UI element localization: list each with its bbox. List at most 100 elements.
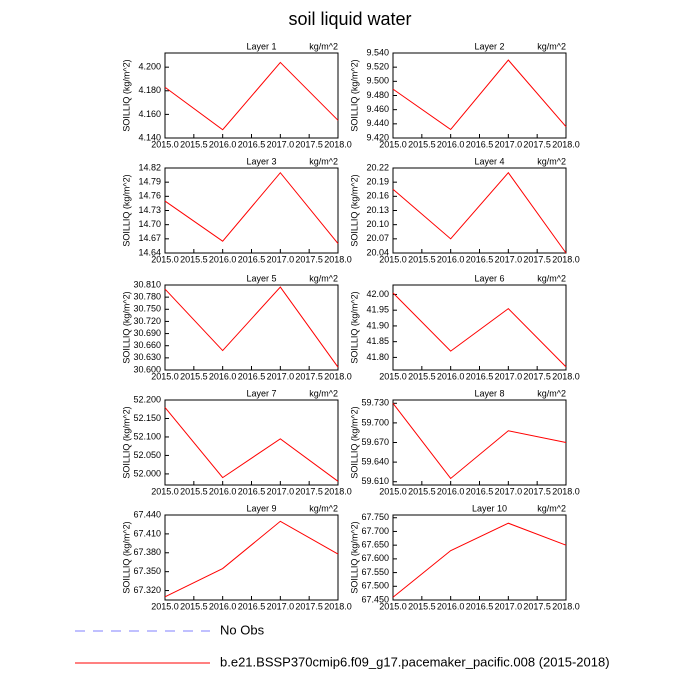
plot-frame [164,514,339,601]
x-tick-label: 2015.5 [180,139,208,149]
plot-frame [392,284,567,371]
y-tick-label: 30.660 [133,340,161,350]
y-axis-label: SOILLIQ (kg/m^2) [349,59,359,131]
x-tick-label: 2016.5 [466,371,494,381]
units-label: kg/m^2 [537,156,566,166]
x-tick-label: 2017.5 [295,371,323,381]
y-tick-label: 41.90 [366,320,389,330]
x-tick-label: 2015.0 [151,371,179,381]
y-tick-label: 4.160 [138,109,161,119]
y-tick-label: 30.750 [133,304,161,314]
x-tick-label: 2016.0 [209,371,237,381]
y-tick-label: 20.22 [366,162,389,172]
x-tick-label: 2016.5 [238,371,266,381]
x-tick-label: 2018.0 [552,254,580,264]
y-tick-label: 52.150 [133,413,161,423]
x-tick-label: 2017.5 [295,139,323,149]
x-tick-label: 2016.0 [209,254,237,264]
data-line [392,292,567,368]
y-tick-label: 41.85 [366,336,389,346]
x-tick-label: 2016.5 [238,486,266,496]
y-axis-label: SOILLIQ (kg/m^2) [121,59,131,131]
y-axis-label: SOILLIQ (kg/m^2) [349,521,359,593]
x-tick-label: 2016.5 [238,254,266,264]
y-tick-label: 20.19 [366,177,389,187]
x-tick-label: 2015.5 [408,371,436,381]
y-tick-label: 42.00 [366,289,389,299]
y-tick-label: 30.810 [133,279,161,289]
y-tick-label: 9.480 [366,90,389,100]
y-tick-label: 20.16 [366,191,389,201]
y-tick-label: 20.10 [366,219,389,229]
plot-frame [392,167,567,254]
y-tick-label: 52.200 [133,394,161,404]
x-tick-label: 2016.5 [238,601,266,611]
y-tick-label: 9.520 [366,62,389,72]
x-tick-label: 2017.5 [523,486,551,496]
x-tick-label: 2016.0 [209,601,237,611]
plot-frame [392,399,567,486]
x-tick-label: 2015.5 [180,254,208,264]
x-tick-label: 2017.0 [267,254,295,264]
x-tick-label: 2015.0 [379,371,407,381]
x-tick-label: 2017.0 [495,371,523,381]
y-tick-label: 67.410 [133,528,161,538]
x-tick-label: 2016.0 [437,601,465,611]
y-tick-label: 52.050 [133,450,161,460]
y-tick-label: 67.750 [361,512,389,522]
x-tick-label: 2016.0 [437,254,465,264]
units-label: kg/m^2 [537,503,566,513]
x-tick-label: 2018.0 [324,139,352,149]
units-label: kg/m^2 [309,388,338,398]
x-tick-label: 2017.5 [523,371,551,381]
panel-title: Layer 7 [246,388,276,398]
x-tick-label: 2015.5 [180,486,208,496]
x-tick-label: 2015.0 [151,254,179,264]
x-tick-label: 2016.5 [466,254,494,264]
data-line [164,286,339,368]
x-tick-label: 2016.0 [437,486,465,496]
x-tick-label: 2018.0 [324,254,352,264]
x-tick-label: 2016.5 [466,486,494,496]
data-line [164,61,339,131]
y-tick-label: 59.700 [361,417,389,427]
y-tick-label: 52.000 [133,468,161,478]
y-tick-label: 67.500 [361,581,389,591]
panel-title: Layer 3 [246,156,276,166]
y-tick-label: 59.670 [361,437,389,447]
y-tick-label: 67.440 [133,509,161,519]
x-tick-label: 2018.0 [552,139,580,149]
units-label: kg/m^2 [537,388,566,398]
data-line [164,520,339,598]
y-tick-label: 67.350 [133,566,161,576]
units-label: kg/m^2 [309,503,338,513]
y-tick-label: 9.440 [366,118,389,128]
y-tick-label: 30.780 [133,292,161,302]
y-axis-label: SOILLIQ (kg/m^2) [121,406,131,478]
y-tick-label: 67.380 [133,547,161,557]
x-tick-label: 2017.0 [267,371,295,381]
plot-frame [164,399,339,486]
y-tick-label: 30.690 [133,328,161,338]
y-tick-label: 67.650 [361,540,389,550]
x-tick-label: 2017.0 [495,139,523,149]
x-tick-label: 2017.0 [495,486,523,496]
data-line [392,59,567,131]
y-tick-label: 59.640 [361,456,389,466]
units-label: kg/m^2 [309,41,338,51]
y-tick-label: 9.540 [366,47,389,57]
plot-frame [392,514,567,601]
y-tick-label: 14.70 [138,219,161,229]
x-tick-label: 2017.5 [523,139,551,149]
y-tick-label: 67.600 [361,553,389,563]
y-tick-label: 20.04 [366,247,389,257]
x-tick-label: 2015.5 [180,371,208,381]
x-tick-label: 2018.0 [324,371,352,381]
x-tick-label: 2017.5 [295,601,323,611]
plot-frame [164,167,339,254]
x-tick-label: 2015.0 [151,601,179,611]
y-tick-label: 30.630 [133,352,161,362]
y-tick-label: 30.600 [133,364,161,374]
y-tick-label: 67.450 [361,594,389,604]
